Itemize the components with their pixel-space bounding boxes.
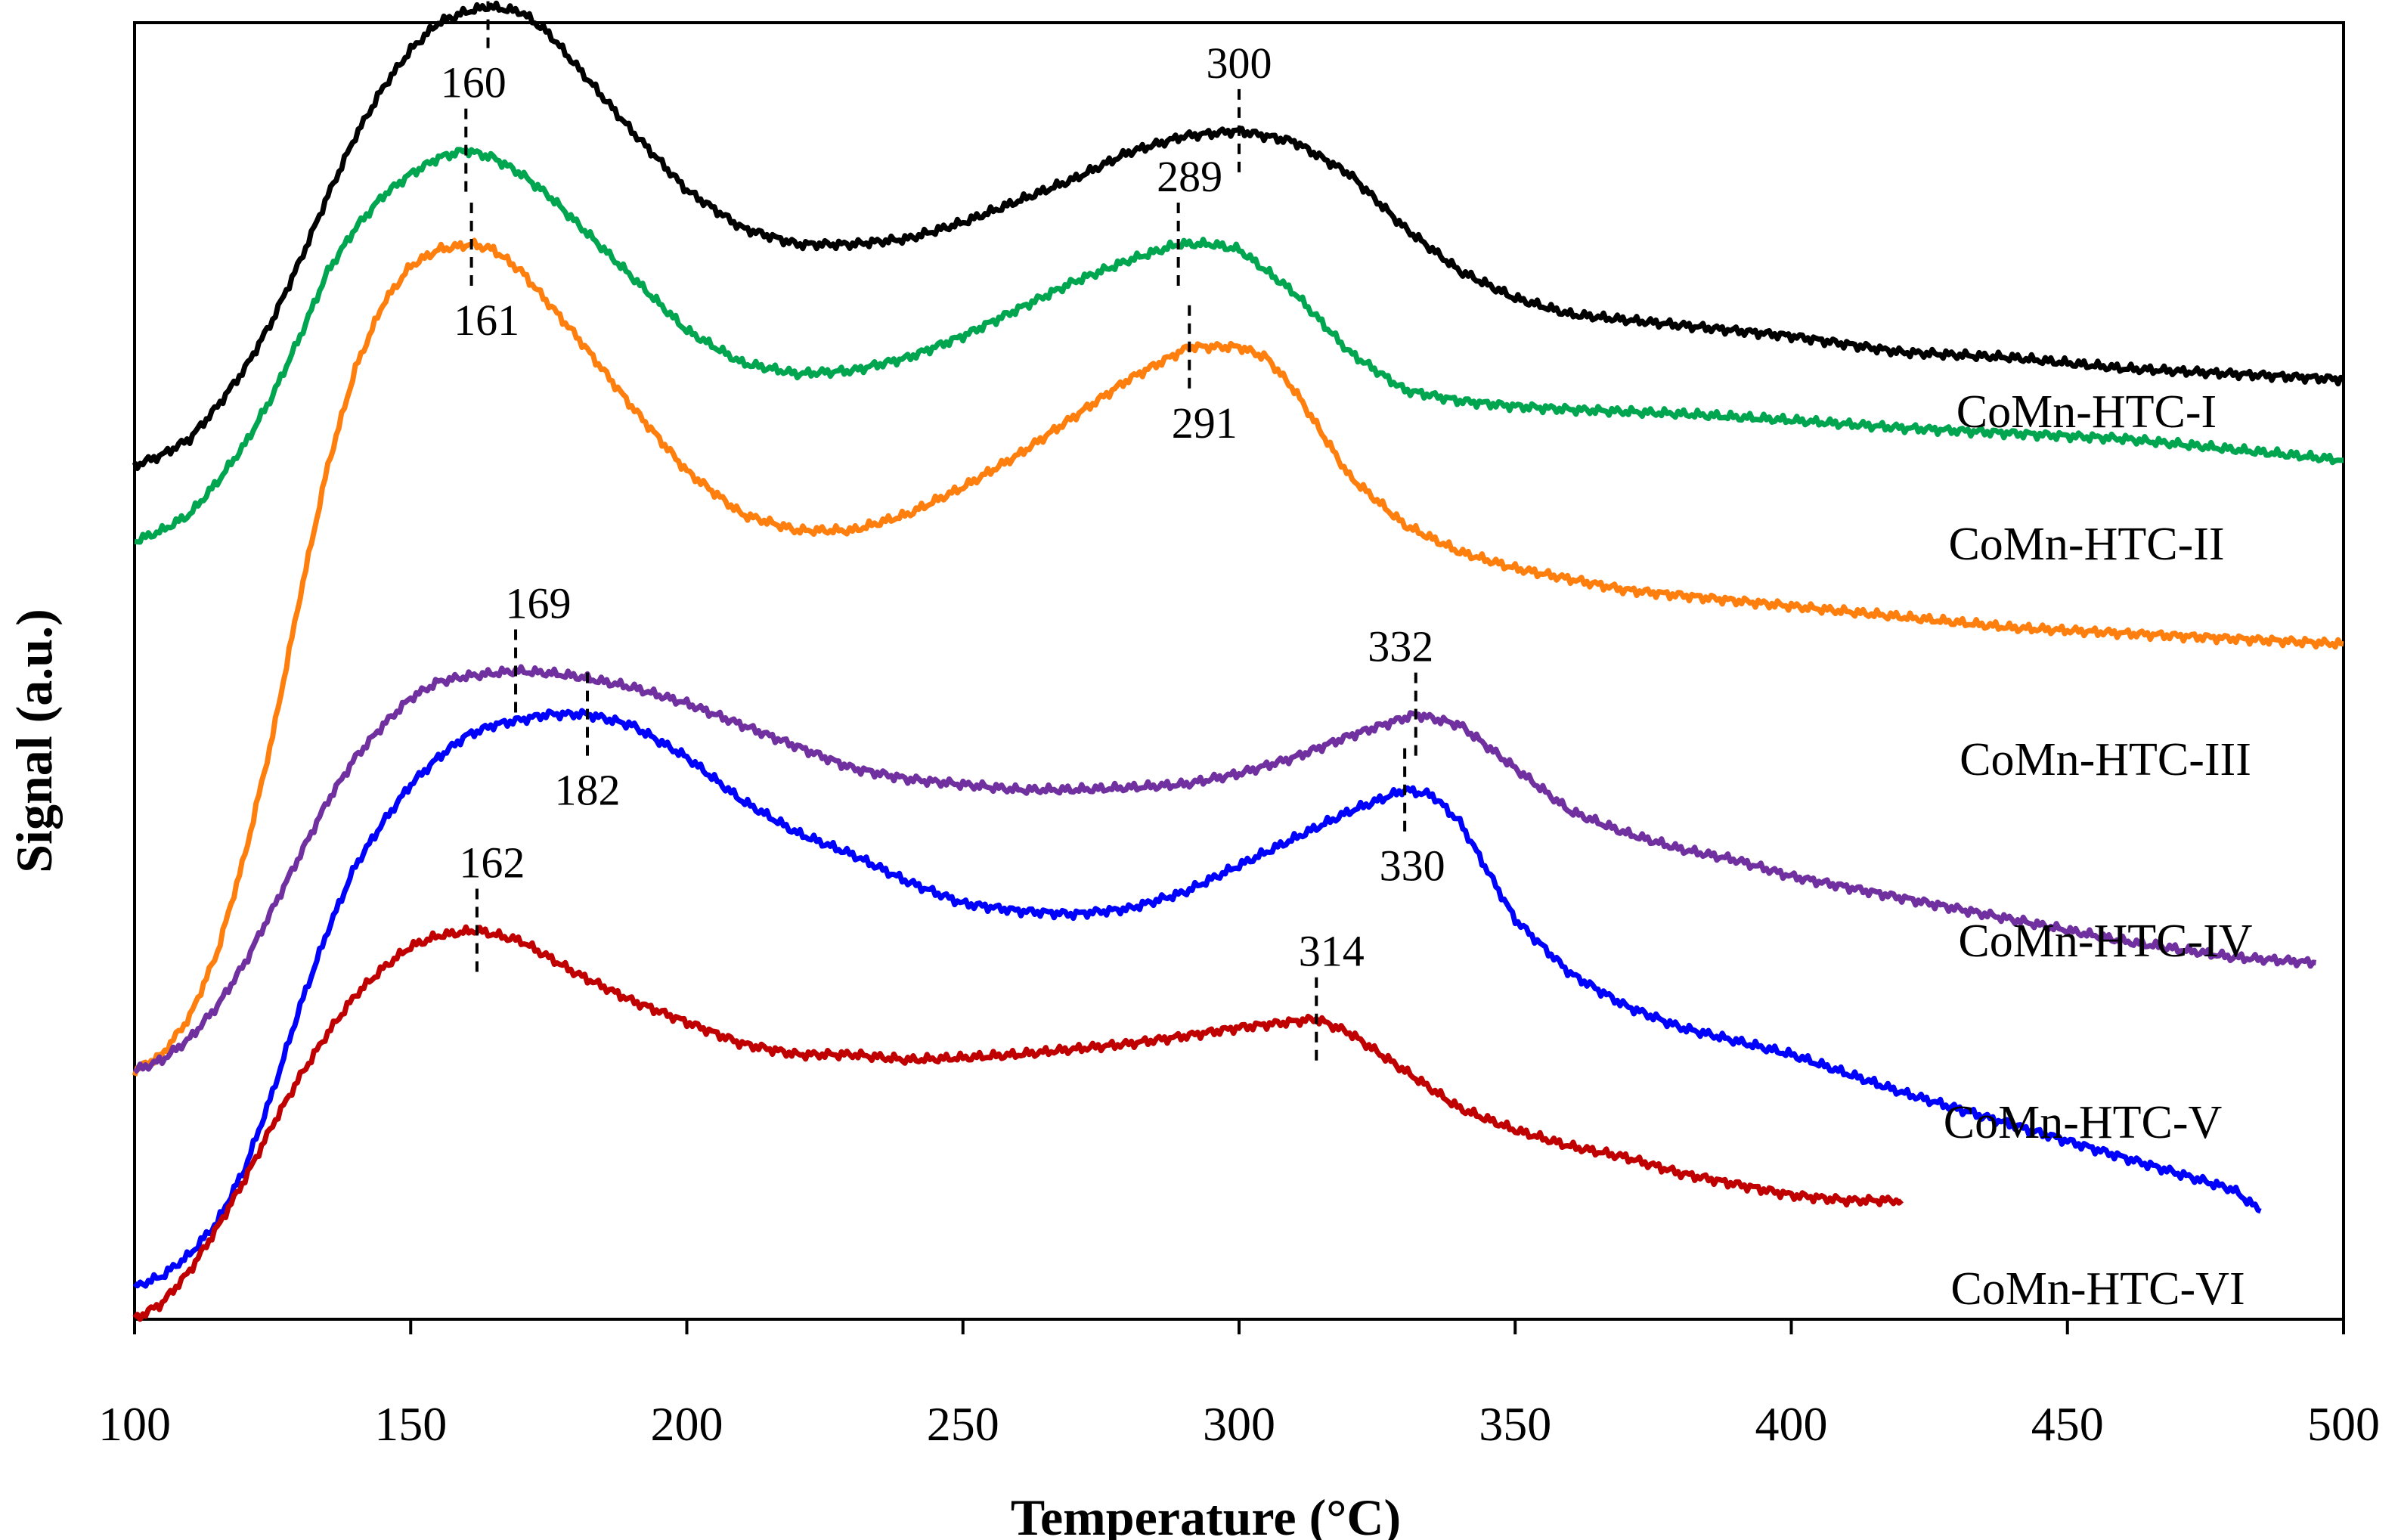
- series-label-comn-htc-vi: CoMn-HTC-VI: [1950, 1263, 2245, 1315]
- x-axis: 100 150 200 250 300 350 400 450 500: [98, 1319, 2380, 1451]
- x-tick-label-350: 350: [1479, 1397, 1551, 1451]
- x-tick-label-450: 450: [2031, 1397, 2104, 1451]
- series-label-comn-htc-ii: CoMn-HTC-II: [1948, 519, 2224, 570]
- peak-label-169: 169: [506, 579, 572, 628]
- series-line-comn-htc-iv: [132, 664, 2316, 1074]
- peak-label-162: 162: [459, 838, 525, 888]
- series-labels: CoMn-HTC-I CoMn-HTC-II CoMn-HTC-III CoMn-HT…: [1944, 386, 2253, 1315]
- series-line-comn-htc-v: [132, 708, 2262, 1289]
- series-label-comn-htc-iii: CoMn-HTC-III: [1960, 734, 2251, 785]
- x-axis-title: Temperature (°C): [1011, 1489, 1401, 1540]
- series-label-comn-htc-i: CoMn-HTC-I: [1956, 386, 2217, 438]
- peak-label-300: 300: [1207, 39, 1272, 88]
- series-label-comn-htc-v: CoMn-HTC-V: [1944, 1097, 2223, 1148]
- series-line-comn-htc-iii: [132, 237, 2344, 1077]
- series-layer: [132, 0, 2345, 1322]
- peak-label-161: 161: [454, 296, 519, 345]
- x-tick-label-100: 100: [98, 1397, 171, 1451]
- series-line-comn-htc-ii: [134, 147, 2344, 545]
- x-tick-label-150: 150: [374, 1397, 447, 1451]
- peak-label-314: 314: [1299, 927, 1365, 976]
- y-axis-title: Signal (a.u.): [5, 609, 63, 873]
- peak-label-289: 289: [1157, 152, 1222, 201]
- x-tick-label-250: 250: [927, 1397, 999, 1451]
- x-tick-label-200: 200: [651, 1397, 723, 1451]
- peak-label-332: 332: [1368, 622, 1433, 671]
- peak-label-182: 182: [555, 766, 621, 815]
- peak-markers: 164300160289161291169332182330162314: [441, 0, 1445, 1061]
- peak-label-291: 291: [1172, 398, 1238, 448]
- series-label-comn-htc-iv: CoMn-HTC-IV: [1958, 916, 2252, 967]
- x-tick-label-300: 300: [1203, 1397, 1275, 1451]
- peak-label-330: 330: [1380, 841, 1445, 891]
- peak-label-160: 160: [441, 58, 507, 107]
- series-line-comn-htc-vi: [132, 924, 1904, 1322]
- x-tick-label-400: 400: [1755, 1397, 1828, 1451]
- x-tick-label-500: 500: [2307, 1397, 2380, 1451]
